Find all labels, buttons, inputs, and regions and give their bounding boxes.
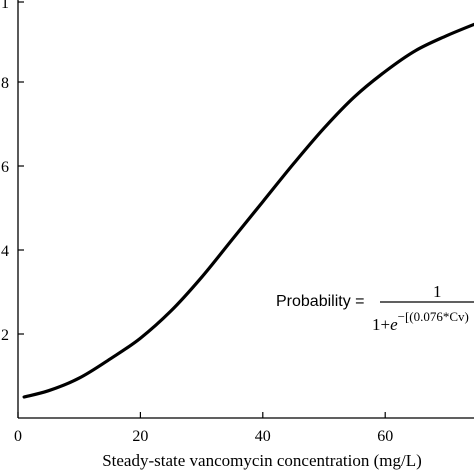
denominator-prefix: 1+	[372, 315, 390, 334]
x-tick-label: 0	[14, 428, 22, 445]
sigmoid-curve	[22, 22, 474, 399]
equation-annotation: Probability = 1 1+e−[(0.076*Cv)	[276, 282, 474, 334]
equation-lhs: Probability =	[276, 293, 365, 310]
x-tick-label: 20	[132, 428, 148, 445]
denominator-exponent: −[(0.076*Cv)	[398, 309, 469, 324]
equation-denominator: 1+e−[(0.076*Cv)	[372, 309, 469, 334]
denominator-base: e	[390, 315, 398, 334]
y-ticks: 1 8 6 4 2	[1, 0, 24, 344]
y-tick-label: 6	[1, 159, 9, 176]
x-tick-label: 60	[377, 428, 393, 445]
y-tick-label: 8	[1, 75, 9, 92]
x-tick-label: 40	[255, 428, 271, 445]
x-axis-title: Steady-state vancomycin concentration (m…	[102, 451, 422, 470]
y-tick-label: 2	[1, 327, 9, 344]
y-tick-label: 1	[1, 0, 9, 12]
equation-numerator: 1	[433, 282, 442, 301]
y-tick-label: 4	[1, 243, 9, 260]
x-ticks: 0 20 40 60	[14, 412, 393, 445]
